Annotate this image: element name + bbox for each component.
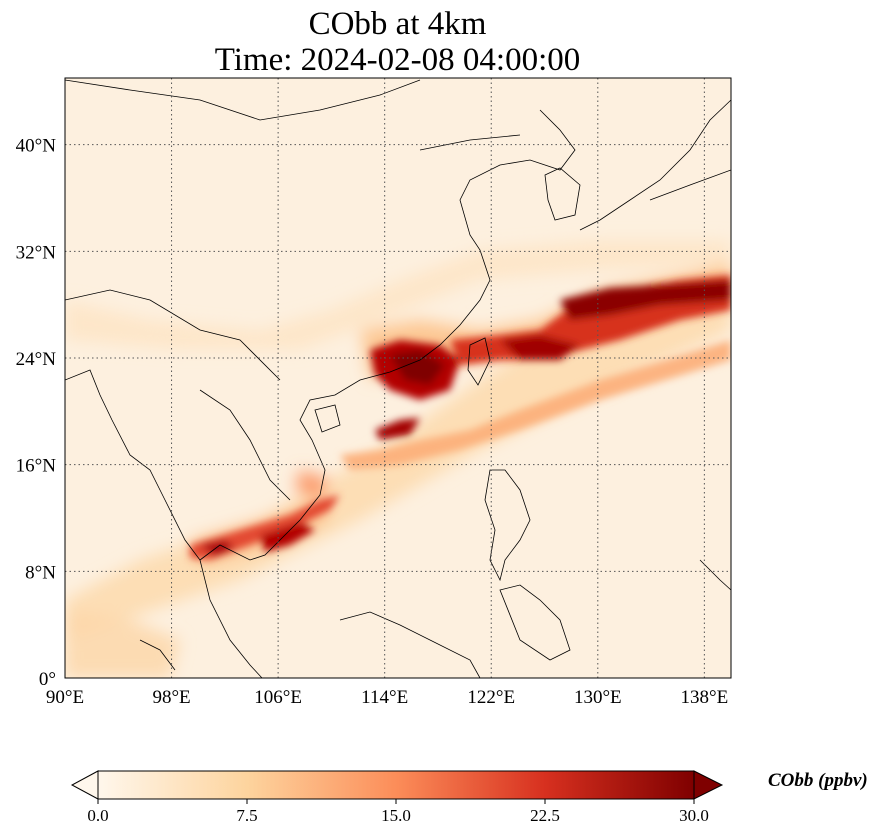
colorbar-label: CObb (ppbv) [768,770,868,791]
cobb-field [65,78,731,678]
lat-tick-label: 40°N [16,136,57,157]
lat-tick-label: 24°N [16,349,57,370]
lat-tick-labels: 0° 8°N 16°N 24°N 32°N 40°N [16,136,57,690]
colorbar-bar [98,771,694,799]
lon-tick-label: 106°E [254,687,302,708]
lon-tick-label: 90°E [46,687,84,708]
colorbar [70,770,724,804]
lon-tick-labels: 90°E 98°E 106°E 114°E 122°E 130°E 138°E [46,687,728,708]
colorbar-tick-label: 7.5 [236,806,258,825]
lon-tick-label: 122°E [467,687,515,708]
lon-tick-label: 138°E [681,687,729,708]
gridlines [64,78,731,678]
lat-tick-label: 8°N [25,562,56,583]
map-title: CObb at 4km [308,6,487,42]
lon-tick-label: 98°E [152,687,190,708]
colorbar-tick-label: 15.0 [381,806,411,825]
lon-tick-label: 114°E [361,687,408,708]
lat-tick-label: 16°N [16,456,57,477]
colorbar-tick-label: 0.0 [87,806,109,825]
map-frame [64,77,732,679]
colorbar-tick-label: 22.5 [530,806,560,825]
colorbar-tick-label: 30.0 [679,806,709,825]
lat-tick-label: 0° [39,669,56,690]
lat-tick-label: 32°N [16,242,57,263]
map-time: Time: 2024-02-08 04:00:00 [214,42,581,78]
colorbar-extend-high [693,770,724,800]
colorbar-extend-low [70,770,99,800]
lon-tick-label: 130°E [574,687,622,708]
